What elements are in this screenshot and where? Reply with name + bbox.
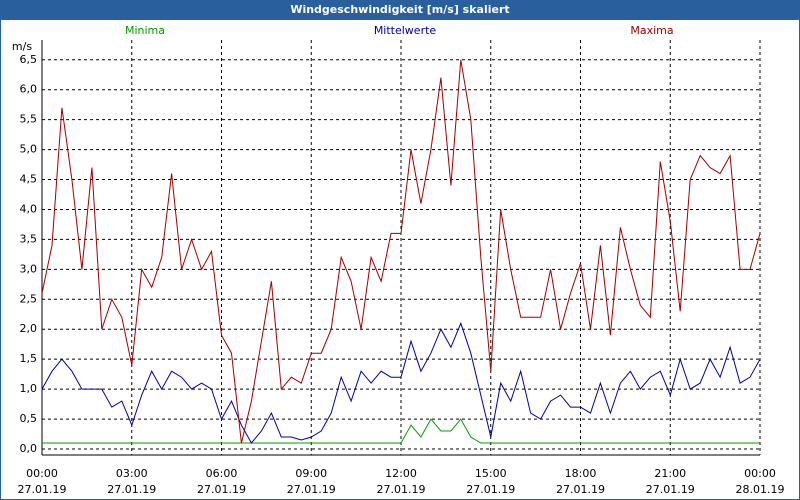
y-tick-label: 0,0 bbox=[20, 442, 38, 455]
y-tick-label: 2,5 bbox=[20, 292, 38, 305]
y-tick-label: 6,0 bbox=[20, 83, 38, 96]
y-tick-label: 5,5 bbox=[20, 113, 38, 126]
x-tick-label: 18:00 bbox=[565, 467, 597, 480]
chart-title: Windgeschwindigkeit [m/s] skaliert bbox=[290, 3, 509, 16]
x-tick-label: 06:00 bbox=[206, 467, 238, 480]
x-tick-date: 27.01.19 bbox=[287, 483, 336, 496]
x-tick-date: 27.01.19 bbox=[107, 483, 156, 496]
x-tick-label: 00:00 bbox=[744, 467, 776, 480]
legend-entry: Mittelwerte bbox=[374, 24, 437, 37]
x-tick-label: 15:00 bbox=[475, 467, 507, 480]
x-tick-date: 27.01.19 bbox=[197, 483, 246, 496]
y-tick-label: 3,0 bbox=[20, 262, 38, 275]
x-tick-date: 27.01.19 bbox=[377, 483, 426, 496]
x-tick-date: 27.01.19 bbox=[466, 483, 515, 496]
y-tick-label: 2,0 bbox=[20, 322, 38, 335]
y-axis-label: m/s bbox=[12, 40, 32, 53]
title-bar bbox=[0, 0, 800, 20]
y-tick-label: 6,5 bbox=[20, 53, 38, 66]
y-tick-label: 0,5 bbox=[20, 412, 38, 425]
series-line bbox=[41, 59, 761, 444]
x-tick-date: 27.01.19 bbox=[646, 483, 695, 496]
x-tick-date: 27.01.19 bbox=[556, 483, 605, 496]
x-tick-date: 27.01.19 bbox=[18, 483, 67, 496]
x-tick-label: 09:00 bbox=[295, 467, 327, 480]
y-tick-label: 1,5 bbox=[20, 352, 38, 365]
x-tick-label: 03:00 bbox=[116, 467, 148, 480]
y-tick-label: 4,0 bbox=[20, 202, 38, 215]
legend-entry: Maxima bbox=[630, 24, 673, 37]
y-tick-label: 3,5 bbox=[20, 232, 38, 245]
series-line bbox=[42, 418, 760, 444]
y-tick-label: 1,0 bbox=[20, 382, 38, 395]
series-line bbox=[41, 321, 761, 444]
x-tick-label: 21:00 bbox=[654, 467, 686, 480]
x-tick-label: 00:00 bbox=[26, 467, 58, 480]
legend-entry: Minima bbox=[125, 24, 165, 37]
x-tick-date: 28.01.19 bbox=[736, 483, 785, 496]
x-tick-label: 12:00 bbox=[385, 467, 417, 480]
y-tick-label: 4,5 bbox=[20, 173, 38, 186]
y-tick-label: 5,0 bbox=[20, 143, 38, 156]
